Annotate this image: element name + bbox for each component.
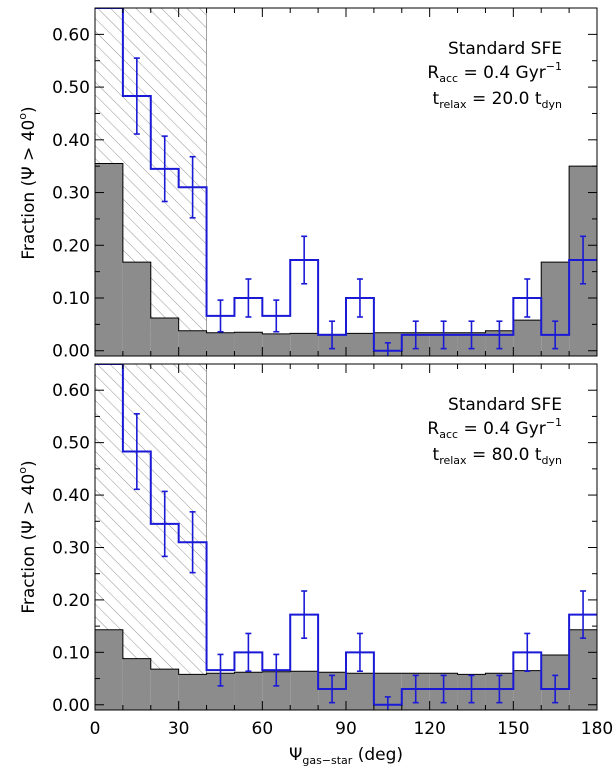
bottom-xtick-label-0: 0 — [90, 719, 101, 739]
top-blue-errorbar-1 — [133, 57, 140, 135]
bottom-blue-errorbar-2 — [161, 490, 168, 558]
top-gray-bar-2 — [150, 318, 179, 356]
top-annotation-line3: trelax = 20.0 tdyn — [433, 89, 563, 111]
top-blue-errorbar-13 — [468, 320, 475, 350]
top-ytick-label-4: 0.40 — [52, 131, 90, 151]
bottom-xtick-label-1: 30 — [168, 719, 190, 739]
top-ytick-label-3: 0.30 — [52, 184, 90, 204]
bottom-blue-errorbar-16 — [552, 674, 559, 704]
top-blue-errorbar-17 — [580, 235, 587, 285]
bottom-xtick-label-3: 90 — [335, 719, 357, 739]
top-gray-bar-9 — [346, 333, 374, 356]
top-blue-errorbar-3 — [189, 155, 196, 219]
bottom-ytick-label-2: 0.20 — [52, 591, 90, 611]
bottom-blue-errorbar-15 — [524, 632, 531, 673]
top-gray-bar-1 — [122, 262, 151, 356]
bottom-blue-errorbar-9 — [356, 632, 363, 673]
bottom-ytick-label-1: 0.10 — [52, 643, 90, 663]
top-ytick-label-2: 0.20 — [52, 236, 90, 256]
top-annotation-line2: Racc = 0.4 Gyr−1 — [427, 60, 562, 85]
top-blue-errorbar-8 — [329, 320, 336, 350]
bottom-gray-bar-7 — [290, 671, 319, 710]
top-gray-bar-3 — [178, 330, 207, 356]
top-blue-errorbar-14 — [496, 320, 503, 350]
top-ytick-label-6: 0.60 — [52, 25, 90, 45]
top-annotation-line1: Standard SFE — [448, 39, 562, 59]
bottom-ytick-label-4: 0.40 — [52, 486, 90, 506]
bottom-xtick-label-2: 60 — [252, 719, 274, 739]
bottom-annotation-line2: Racc = 0.4 Gyr−1 — [427, 416, 562, 441]
bottom-ytick-label-6: 0.60 — [52, 381, 90, 401]
bottom-blue-errorbar-10 — [384, 696, 391, 710]
bottom-annotation-line1: Standard SFE — [448, 395, 562, 415]
x-axis-title: Ψgas−star (deg) — [289, 745, 403, 767]
bottom-gray-bar-3 — [178, 674, 207, 710]
bottom-y-axis-title: Fraction (Ψ > 40o) — [16, 460, 39, 613]
top-blue-errorbar-15 — [524, 278, 531, 318]
bottom-blue-errorbar-13 — [468, 674, 475, 704]
top-blue-errorbar-5 — [245, 278, 252, 318]
top-gray-bar-6 — [262, 333, 291, 356]
bottom-blue-errorbar-14 — [496, 674, 503, 704]
top-blue-errorbar-11 — [412, 320, 419, 350]
bottom-annotation-line3: trelax = 80.0 tdyn — [433, 445, 563, 467]
bottom-blue-errorbar-17 — [580, 590, 587, 639]
top-blue-errorbar-6 — [273, 299, 280, 333]
bottom-blue-histogram — [95, 364, 597, 706]
top-blue-errorbar-9 — [356, 278, 363, 318]
bottom-blue-errorbar-3 — [189, 511, 196, 574]
bottom-gray-bar-1 — [122, 658, 151, 710]
bottom-gray-bar-17 — [569, 629, 597, 710]
bottom-xtick-label-5: 150 — [497, 719, 529, 739]
bottom-blue-errorbar-4 — [217, 653, 224, 687]
top-blue-errorbar-2 — [161, 135, 168, 203]
top-blue-errorbar-7 — [301, 235, 308, 285]
bottom-blue-errorbar-11 — [412, 674, 419, 704]
top-ytick-label-5: 0.50 — [52, 78, 90, 98]
bottom-xtick-label-6: 180 — [581, 719, 613, 739]
bottom-blue-errorbar-12 — [440, 674, 447, 704]
bottom-gray-bar-9 — [346, 673, 374, 710]
bottom-xtick-label-4: 120 — [413, 719, 445, 739]
top-gray-bar-4 — [206, 332, 235, 356]
bottom-blue-errorbar-5 — [245, 632, 252, 673]
top-ytick-label-0: 0.00 — [52, 342, 90, 362]
bottom-ytick-label-3: 0.30 — [52, 538, 90, 558]
top-gray-bar-5 — [234, 332, 263, 356]
bottom-plot-area — [95, 364, 597, 710]
top-gray-bar-15 — [513, 320, 542, 356]
top-y-axis-title: Fraction (Ψ > 40o) — [16, 106, 39, 259]
top-panel-annotation: Standard SFE Racc = 0.4 Gyr−1 trelax = 2… — [427, 39, 562, 111]
bottom-gray-bar-2 — [150, 669, 179, 710]
bottom-gray-bar-15 — [513, 670, 542, 710]
bottom-blue-errorbar-6 — [273, 653, 280, 687]
bottom-gray-bar-5 — [234, 672, 263, 710]
bottom-blue-errorbar-7 — [301, 590, 308, 639]
bottom-blue-errorbar-1 — [133, 413, 140, 491]
top-blue-errorbar-12 — [440, 320, 447, 350]
bottom-ytick-label-5: 0.50 — [52, 434, 90, 454]
top-blue-histogram — [95, 8, 597, 352]
bottom-blue-errorbar-8 — [329, 674, 336, 704]
bottom-panel-annotation: Standard SFE Racc = 0.4 Gyr−1 trelax = 8… — [427, 395, 562, 467]
top-blue-errorbar-4 — [217, 299, 224, 333]
top-blue-errorbar-16 — [552, 320, 559, 350]
bottom-gray-bar-0 — [95, 629, 123, 710]
top-ytick-label-1: 0.10 — [52, 289, 90, 309]
top-plot-area — [95, 8, 597, 356]
bottom-ytick-label-0: 0.00 — [52, 696, 90, 716]
top-gray-bar-7 — [290, 333, 319, 356]
